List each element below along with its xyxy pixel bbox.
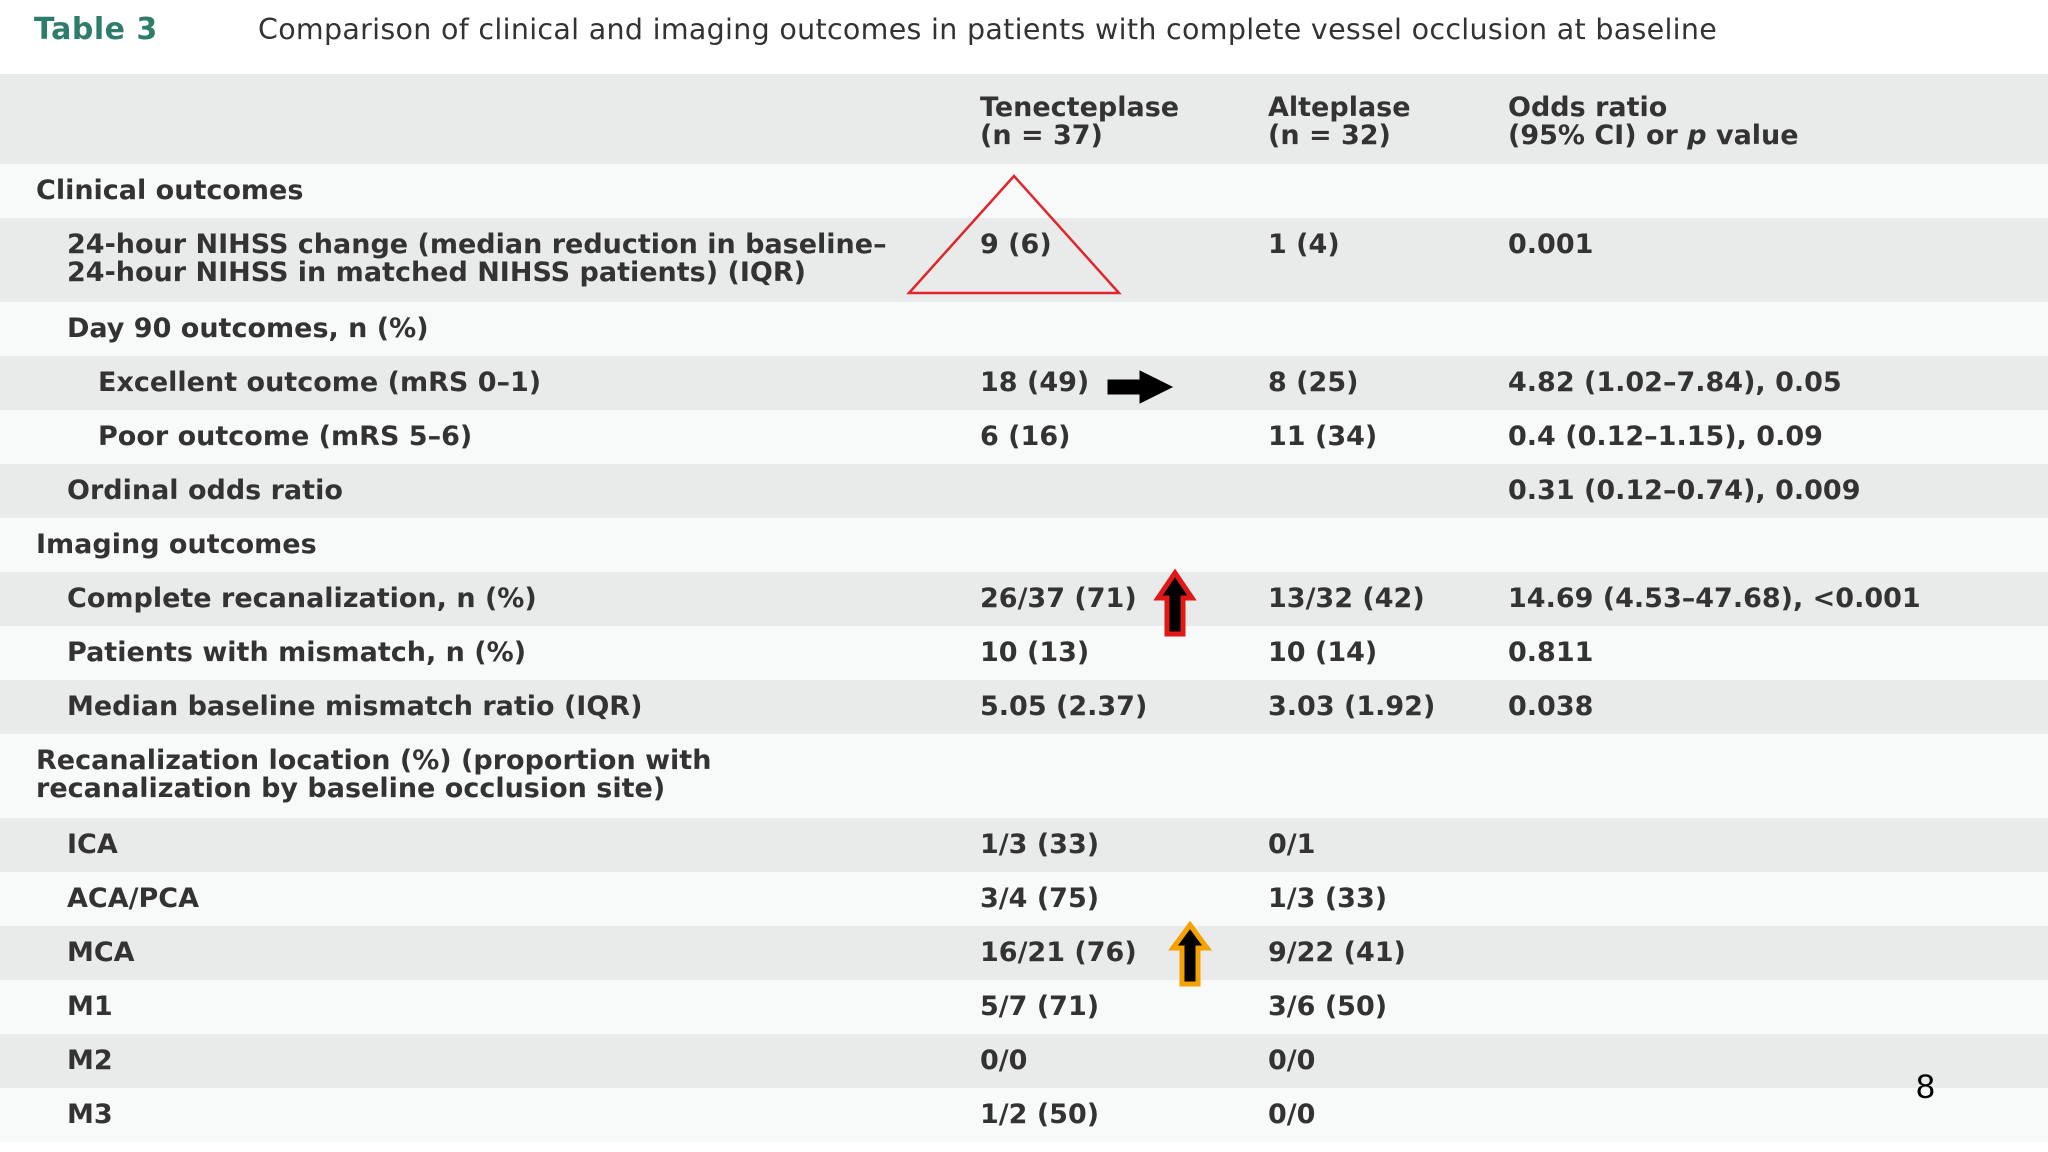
section-imaging-outcomes: Imaging outcomes bbox=[0, 518, 2048, 572]
tenecteplase-value: 6 (16) bbox=[980, 421, 1071, 452]
alteplase-value: 3/6 (50) bbox=[1268, 991, 1388, 1022]
alteplase-value: 8 (25) bbox=[1268, 367, 1359, 398]
row-label: Complete recanalization, n (%) bbox=[67, 583, 537, 614]
row-label: ICA bbox=[67, 829, 118, 860]
alteplase-value: 1 (4) bbox=[1268, 229, 1340, 260]
title-bar: Table 3 Comparison of clinical and imagi… bbox=[0, 0, 2048, 72]
odds-ratio-value: 4.82 (1.02–7.84), 0.05 bbox=[1508, 367, 1842, 398]
row-label: Day 90 outcomes, n (%) bbox=[67, 313, 429, 344]
row-label: M1 bbox=[67, 991, 113, 1022]
row-label: Poor outcome (mRS 5–6) bbox=[98, 421, 473, 452]
tenecteplase-value: 5/7 (71) bbox=[980, 991, 1100, 1022]
odds-ratio-value: 0.038 bbox=[1508, 691, 1594, 722]
row-label: M2 bbox=[67, 1045, 113, 1076]
alteplase-value: 13/32 (42) bbox=[1268, 583, 1425, 614]
tenecteplase-value: 9 (6) bbox=[980, 229, 1052, 260]
table-label: Table 3 bbox=[34, 12, 158, 47]
alteplase-value: 1/3 (33) bbox=[1268, 883, 1388, 914]
alteplase-value: 9/22 (41) bbox=[1268, 937, 1406, 968]
table-row: M3 1/2 (50) 0/0 bbox=[0, 1088, 2048, 1142]
tenecteplase-value: 16/21 (76) bbox=[980, 937, 1137, 968]
tenecteplase-value: 10 (13) bbox=[980, 637, 1090, 668]
page-number: 8 bbox=[1916, 1068, 1935, 1106]
tenecteplase-value: 1/3 (33) bbox=[980, 829, 1100, 860]
row-label: Patients with mismatch, n (%) bbox=[67, 637, 527, 668]
tenecteplase-value: 26/37 (71) bbox=[980, 583, 1137, 614]
row-label: Excellent outcome (mRS 0–1) bbox=[98, 367, 542, 398]
header-tenecteplase: Tenecteplase (n = 37) bbox=[980, 92, 1180, 151]
odds-ratio-value: 0.001 bbox=[1508, 229, 1594, 260]
tenecteplase-value: 0/0 bbox=[980, 1045, 1028, 1076]
odds-ratio-value: 0.31 (0.12–0.74), 0.009 bbox=[1508, 475, 1861, 506]
row-label: MCA bbox=[67, 937, 135, 968]
table-row: Excellent outcome (mRS 0–1) 18 (49) 8 (2… bbox=[0, 356, 2048, 410]
table-row: Complete recanalization, n (%) 26/37 (71… bbox=[0, 572, 2048, 626]
row-label: Imaging outcomes bbox=[36, 529, 317, 560]
table-title: Comparison of clinical and imaging outco… bbox=[258, 13, 1718, 46]
row-label: M3 bbox=[67, 1099, 113, 1130]
odds-ratio-value: 0.4 (0.12–1.15), 0.09 bbox=[1508, 421, 1823, 452]
table-row: 24-hour NIHSS change (median reduction i… bbox=[0, 218, 2048, 302]
table-row: ICA 1/3 (33) 0/1 bbox=[0, 818, 2048, 872]
table-row: Median baseline mismatch ratio (IQR) 5.0… bbox=[0, 680, 2048, 734]
table-row: Poor outcome (mRS 5–6) 6 (16) 11 (34) 0.… bbox=[0, 410, 2048, 464]
row-label: Median baseline mismatch ratio (IQR) bbox=[67, 691, 643, 722]
row-label: 24-hour NIHSS change (median reduction i… bbox=[67, 229, 887, 288]
tenecteplase-value: 3/4 (75) bbox=[980, 883, 1100, 914]
subsection-day90: Day 90 outcomes, n (%) bbox=[0, 302, 2048, 356]
section-recanalization-location: Recanalization location (%) (proportion … bbox=[0, 734, 2048, 818]
table-row: M2 0/0 0/0 bbox=[0, 1034, 2048, 1088]
section-clinical-outcomes: Clinical outcomes bbox=[0, 164, 2048, 218]
header-alteplase: Alteplase (n = 32) bbox=[1268, 92, 1411, 151]
table-row: MCA 16/21 (76) 9/22 (41) bbox=[0, 926, 2048, 980]
alteplase-value: 3.03 (1.92) bbox=[1268, 691, 1436, 722]
tenecteplase-value: 18 (49) bbox=[980, 367, 1090, 398]
alteplase-value: 0/1 bbox=[1268, 829, 1316, 860]
tenecteplase-value: 5.05 (2.37) bbox=[980, 691, 1148, 722]
odds-ratio-value: 0.811 bbox=[1508, 637, 1594, 668]
table-row: Patients with mismatch, n (%) 10 (13) 10… bbox=[0, 626, 2048, 680]
table-header: Tenecteplase (n = 37) Alteplase (n = 32)… bbox=[0, 74, 2048, 164]
row-label: Recanalization location (%) (proportion … bbox=[36, 745, 712, 804]
header-odds-ratio: Odds ratio (95% CI) or p value bbox=[1508, 92, 1799, 151]
tenecteplase-value: 1/2 (50) bbox=[980, 1099, 1100, 1130]
odds-ratio-value: 14.69 (4.53–47.68), <0.001 bbox=[1508, 583, 1921, 614]
table-row: Ordinal odds ratio 0.31 (0.12–0.74), 0.0… bbox=[0, 464, 2048, 518]
table-row: M1 5/7 (71) 3/6 (50) bbox=[0, 980, 2048, 1034]
row-label: ACA/PCA bbox=[67, 883, 199, 914]
row-label: Ordinal odds ratio bbox=[67, 475, 343, 506]
outcomes-table: Tenecteplase (n = 37) Alteplase (n = 32)… bbox=[0, 74, 2048, 1142]
table-row: ACA/PCA 3/4 (75) 1/3 (33) bbox=[0, 872, 2048, 926]
alteplase-value: 10 (14) bbox=[1268, 637, 1378, 668]
alteplase-value: 11 (34) bbox=[1268, 421, 1378, 452]
row-label: Clinical outcomes bbox=[36, 175, 304, 206]
alteplase-value: 0/0 bbox=[1268, 1045, 1316, 1076]
alteplase-value: 0/0 bbox=[1268, 1099, 1316, 1130]
